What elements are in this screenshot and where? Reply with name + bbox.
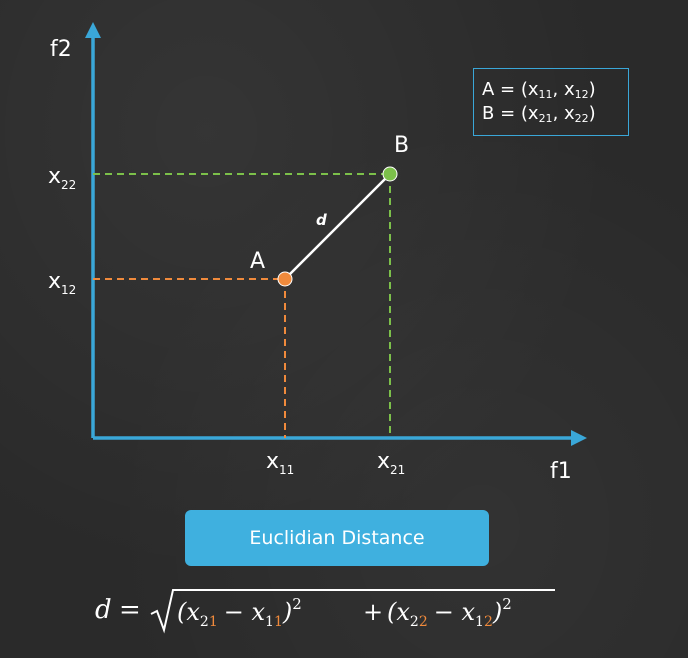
legend-b-prefix: B = (x (482, 103, 539, 124)
legend-b-sub1: 21 (538, 112, 553, 125)
y-axis-label: f2 (50, 37, 72, 62)
legend-box: A = (x11, x12) B = (x21, x22) (473, 68, 629, 136)
legend-b-mid: , x (552, 103, 575, 124)
y-tick-x12: x12 (48, 269, 76, 297)
formula-equals: = (119, 595, 141, 625)
distance-line (284, 173, 391, 280)
y-tick-x22: x22 (48, 164, 76, 192)
point-a (277, 271, 293, 287)
legend-b-sub2: 22 (574, 112, 589, 125)
legend-a-suffix: ) (588, 79, 596, 100)
x-axis-label: f1 (550, 459, 572, 484)
sqrt-symbol (150, 589, 555, 634)
distance-formula: d = (x21− x11)2 + (x22− x12)2 (95, 589, 555, 634)
point-b (382, 166, 398, 182)
legend-line-a: A = (x11, x12) (482, 79, 596, 106)
legend-line-b: B = (x21, x22) (482, 103, 596, 130)
legend-a-prefix: A = (x (482, 79, 539, 100)
legend-a-sub2: 12 (574, 88, 589, 101)
x-tick-x11: x11 (266, 449, 294, 477)
x-axis-arrowhead (571, 430, 587, 446)
formula-plus: + (363, 598, 383, 626)
point-a-label: A (250, 249, 265, 274)
formula-term1: (x21− x11)2 (177, 595, 302, 630)
formula-term2: (x22− x12)2 (387, 595, 512, 630)
legend-a-mid: , x (552, 79, 575, 100)
y-axis-arrowhead (85, 22, 101, 38)
legend-a-sub1: 11 (538, 88, 553, 101)
euclidian-distance-button[interactable]: Euclidian Distance (185, 510, 489, 566)
x-tick-x21: x21 (377, 449, 405, 477)
distance-label: d (316, 211, 327, 229)
legend-b-suffix: ) (588, 103, 596, 124)
formula-d: d (95, 595, 112, 625)
point-b-label: B (394, 133, 409, 158)
